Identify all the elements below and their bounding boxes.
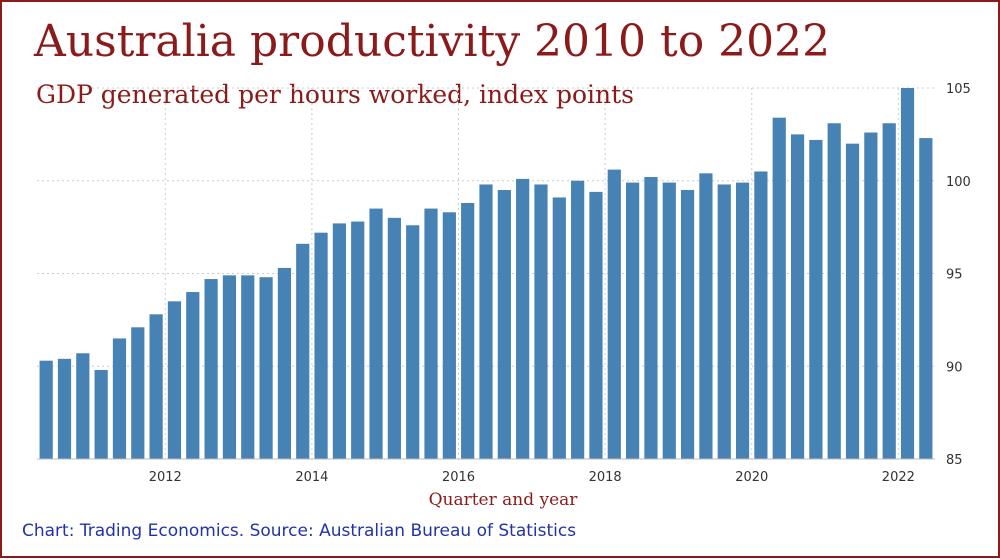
bar bbox=[424, 208, 438, 459]
bar bbox=[39, 360, 53, 459]
bar bbox=[790, 134, 805, 460]
bar bbox=[864, 132, 878, 459]
bar bbox=[332, 223, 346, 459]
bar bbox=[76, 353, 90, 459]
bar bbox=[827, 123, 841, 459]
bar bbox=[351, 221, 365, 459]
bar bbox=[314, 232, 328, 459]
bar bbox=[607, 169, 621, 459]
bar bbox=[296, 243, 310, 459]
bar bbox=[699, 173, 713, 459]
y-tick-label: 85 bbox=[946, 453, 963, 468]
bar bbox=[552, 197, 566, 459]
bar bbox=[57, 358, 72, 459]
y-tick-label: 100 bbox=[946, 175, 971, 190]
bar bbox=[919, 138, 933, 459]
bar bbox=[662, 182, 676, 459]
bar bbox=[204, 279, 218, 459]
bar bbox=[186, 292, 200, 459]
bar bbox=[809, 139, 823, 459]
bar bbox=[626, 182, 640, 459]
bar bbox=[259, 277, 273, 459]
bar bbox=[882, 123, 896, 459]
bar bbox=[571, 180, 585, 459]
x-tick-label: 2018 bbox=[589, 470, 622, 485]
bars bbox=[39, 88, 933, 460]
x-axis-ticks: 2012 2014 2016 2018 2020 2022 bbox=[149, 470, 915, 485]
bar bbox=[516, 178, 530, 459]
y-axis-ticks: 85 90 95 100 105 bbox=[946, 82, 971, 468]
y-tick-label: 95 bbox=[946, 268, 963, 283]
bar bbox=[900, 88, 915, 459]
bar bbox=[497, 190, 511, 459]
chart-title: Australia productivity 2010 to 2022 bbox=[34, 16, 831, 67]
bar bbox=[277, 267, 292, 459]
x-tick-label: 2022 bbox=[882, 470, 915, 485]
bar bbox=[534, 184, 548, 459]
source-note: Chart: Trading Economics. Source: Austra… bbox=[22, 521, 577, 541]
bar bbox=[94, 369, 108, 459]
x-tick-label: 2014 bbox=[295, 470, 328, 485]
x-tick-label: 2020 bbox=[735, 470, 768, 485]
bar bbox=[589, 191, 603, 459]
bar bbox=[369, 208, 383, 459]
bar bbox=[442, 212, 456, 459]
bar bbox=[112, 338, 127, 459]
bar bbox=[644, 177, 658, 460]
gridlines bbox=[37, 87, 935, 459]
bar bbox=[167, 301, 182, 459]
bar bbox=[461, 203, 475, 459]
bar bbox=[680, 190, 695, 459]
bar bbox=[222, 275, 237, 459]
bar bbox=[717, 184, 731, 459]
bar bbox=[754, 171, 768, 459]
chart-subtitle: GDP generated per hours worked, index po… bbox=[36, 80, 635, 109]
y-tick-label: 105 bbox=[946, 82, 971, 97]
bar bbox=[149, 314, 163, 459]
x-tick-label: 2012 bbox=[149, 470, 182, 485]
x-tick-label: 2016 bbox=[442, 470, 475, 485]
bar bbox=[772, 117, 786, 460]
bar bbox=[131, 327, 145, 459]
y-tick-label: 90 bbox=[946, 360, 963, 375]
bar bbox=[406, 225, 420, 459]
bar bbox=[387, 217, 401, 459]
bar bbox=[735, 182, 750, 459]
bar bbox=[241, 275, 255, 459]
bar bbox=[845, 143, 860, 459]
x-axis-label: Quarter and year bbox=[429, 490, 579, 510]
bar bbox=[479, 184, 493, 459]
